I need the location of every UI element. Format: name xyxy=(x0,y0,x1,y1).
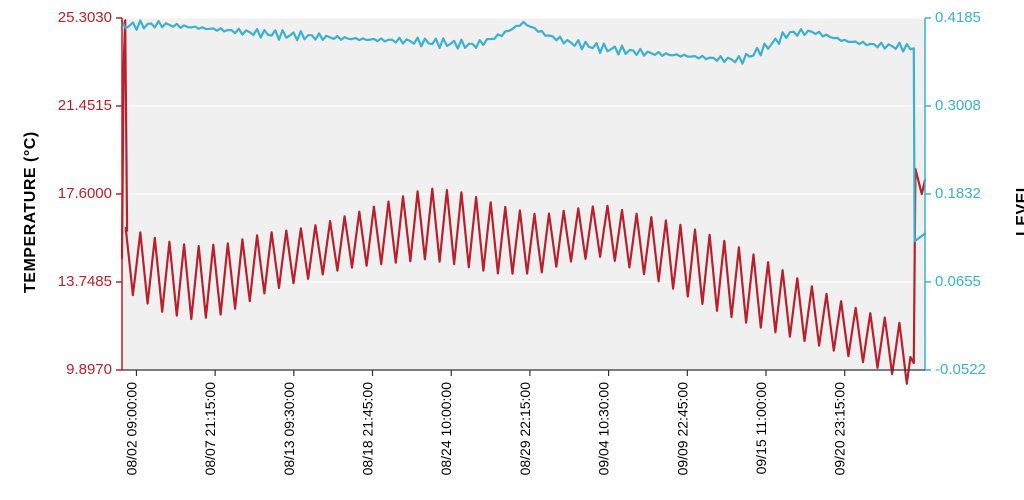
x-tick-label: 09/09 22:45:00 xyxy=(674,382,690,476)
y-left-axis-title: TEMPERATURE (°C) xyxy=(22,131,40,293)
y-right-tick-label: 0.4185 xyxy=(935,9,981,26)
y-left-tick-label: 25.3030 xyxy=(58,9,112,26)
x-tick-label: 08/07 21:15:00 xyxy=(202,382,218,476)
x-tick-label: 09/20 23:15:00 xyxy=(832,382,848,476)
chart-container: TEMPERATURE (°C) LEVEL (m) 9.8970 13.7485… xyxy=(0,0,1024,500)
x-tick-label: 08/29 22:15:00 xyxy=(517,382,533,476)
y-left-tick-label: 13.7485 xyxy=(58,273,112,290)
x-tick-label: 08/02 09:00:00 xyxy=(123,382,139,476)
x-tick-label: 08/24 10:00:00 xyxy=(438,382,454,476)
y-right-tick-label: 0.0655 xyxy=(935,273,981,290)
y-right-tick-label: -0.0522 xyxy=(935,361,986,378)
y-right-tick-label: 0.3008 xyxy=(935,97,981,114)
y-right-axis-title: LEVEL (m) xyxy=(1014,182,1024,236)
y-left-tick-label: 9.8970 xyxy=(66,361,112,378)
y-left-tick-label: 21.4515 xyxy=(58,97,112,114)
x-tick-label: 08/18 21:45:00 xyxy=(360,382,376,476)
x-tick-label: 08/13 09:30:00 xyxy=(281,382,297,476)
x-tick-label: 09/04 10:30:00 xyxy=(596,382,612,476)
x-tick-label: 09/15 11:00:00 xyxy=(753,382,769,475)
y-right-tick-label: 0.1832 xyxy=(935,185,981,202)
y-left-tick-label: 17.6000 xyxy=(58,185,112,202)
chart-svg: 9.8970 13.7485 17.6000 21.4515 25.3030 -0.052… xyxy=(0,0,1024,500)
